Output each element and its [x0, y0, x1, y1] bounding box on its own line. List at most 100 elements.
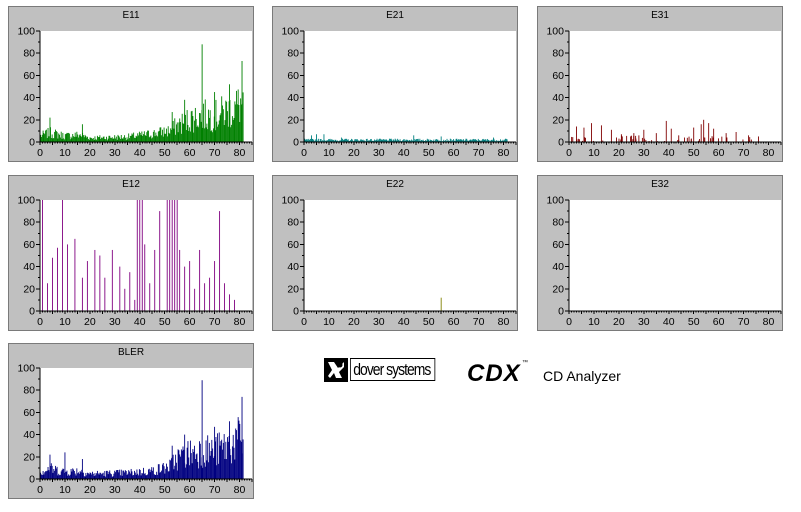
x-tick-label: 0 [37, 484, 43, 496]
chart-svg: 0 20 40 60 80 100 0 10 20 30 40 50 60 70 80 [281, 26, 517, 159]
y-tick-label: 40 [552, 261, 564, 273]
y-tick-label: 0 [29, 306, 35, 318]
y-tick-label: 80 [23, 385, 35, 397]
axes [36, 199, 253, 314]
y-tick-label: 80 [552, 217, 564, 229]
y-tick-label: 60 [23, 239, 35, 251]
chart-panel-bler: BLER 0 20 40 60 80 100 0 10 20 30 40 50 60 70 80 [8, 343, 254, 499]
x-tick-label: 80 [763, 316, 775, 328]
product-name: CDX [467, 360, 521, 387]
data-bars [40, 380, 244, 479]
x-tick-label: 50 [159, 316, 171, 328]
chart-svg: 0 20 40 60 80 100 0 10 20 30 40 50 60 70 80 [17, 363, 253, 496]
x-tick-label: 30 [109, 147, 121, 159]
trademark: ™ [522, 360, 528, 366]
y-tick-label: 100 [281, 26, 299, 38]
chart-panel-e11: E11 0 20 40 60 80 100 0 10 20 30 40 50 60 70 80 [8, 6, 254, 162]
chart-panel-e12: E12 0 20 40 60 80 100 0 10 20 30 40 50 60 70 80 [8, 175, 254, 331]
x-tick-label: 0 [566, 316, 572, 328]
y-tick-label: 20 [552, 283, 564, 295]
y-tick-label: 100 [546, 26, 564, 38]
x-tick-label: 10 [588, 316, 600, 328]
y-tick-label: 80 [552, 48, 564, 60]
axes [565, 30, 782, 145]
y-tick-label: 100 [17, 26, 35, 38]
x-tick-label: 30 [638, 147, 650, 159]
y-tick-label: 0 [29, 137, 35, 149]
x-tick-label: 20 [84, 484, 96, 496]
plot-area [569, 31, 781, 142]
chart-title: E22 [386, 179, 404, 190]
x-tick-label: 40 [134, 484, 146, 496]
x-tick-label: 60 [448, 147, 460, 159]
x-tick-label: 80 [234, 316, 246, 328]
x-tick-label: 30 [373, 147, 385, 159]
x-tick-label: 50 [423, 147, 435, 159]
y-tick-label: 40 [23, 429, 35, 441]
x-tick-label: 30 [373, 316, 385, 328]
x-tick-label: 60 [713, 147, 725, 159]
y-tick-label: 40 [287, 261, 299, 273]
x-tick-label: 40 [134, 147, 146, 159]
x-tick-label: 70 [473, 316, 485, 328]
x-tick-label: 40 [663, 147, 675, 159]
x-tick-label: 50 [159, 484, 171, 496]
data-bars [42, 200, 235, 311]
x-tick-label: 70 [209, 147, 221, 159]
axes [300, 30, 517, 145]
chart-svg: 0 20 40 60 80 100 0 10 20 30 40 50 60 70 80 [281, 195, 517, 328]
y-tick-label: 60 [552, 239, 564, 251]
x-tick-label: 80 [234, 147, 246, 159]
y-tick-label: 100 [17, 363, 35, 375]
axes [300, 199, 517, 314]
x-tick-label: 30 [109, 316, 121, 328]
chart-title: BLER [117, 347, 145, 358]
chart-svg: 0 20 40 60 80 100 0 10 20 30 40 50 60 70 80 [546, 26, 782, 159]
x-tick-label: 70 [738, 147, 750, 159]
logo-text: dover systems [350, 358, 436, 381]
chart-svg: 0 20 40 60 80 100 0 10 20 30 40 50 60 70 80 [17, 195, 253, 328]
y-tick-label: 40 [552, 92, 564, 104]
x-tick-label: 20 [348, 316, 360, 328]
x-tick-label: 80 [498, 316, 510, 328]
x-tick-label: 0 [566, 147, 572, 159]
dover-logo-icon [324, 358, 348, 382]
x-tick-label: 70 [209, 484, 221, 496]
chart-title: E32 [651, 179, 669, 190]
y-tick-label: 40 [23, 92, 35, 104]
y-tick-label: 80 [23, 48, 35, 60]
y-tick-label: 100 [546, 195, 564, 207]
x-tick-label: 60 [184, 147, 196, 159]
y-tick-label: 40 [287, 92, 299, 104]
x-tick-label: 80 [234, 484, 246, 496]
x-tick-label: 10 [59, 147, 71, 159]
y-tick-label: 0 [293, 306, 299, 318]
x-tick-label: 0 [301, 147, 307, 159]
product-subtitle: CD Analyzer [543, 368, 621, 384]
y-tick-label: 100 [281, 195, 299, 207]
chart-panel-e22: E22 0 20 40 60 80 100 0 10 20 30 40 50 60 70 80 [272, 175, 518, 331]
x-tick-label: 20 [84, 147, 96, 159]
x-tick-label: 10 [59, 316, 71, 328]
x-tick-label: 10 [323, 316, 335, 328]
x-tick-label: 80 [498, 147, 510, 159]
y-tick-label: 20 [552, 114, 564, 126]
chart-svg: 0 20 40 60 80 100 0 10 20 30 40 50 60 70 80 [17, 26, 253, 159]
y-tick-label: 20 [287, 283, 299, 295]
x-tick-label: 70 [738, 316, 750, 328]
x-tick-label: 70 [473, 147, 485, 159]
y-tick-label: 0 [293, 137, 299, 149]
x-tick-label: 0 [37, 147, 43, 159]
chart-svg: 0 20 40 60 80 100 0 10 20 30 40 50 60 70 80 [546, 195, 782, 328]
y-tick-label: 60 [287, 239, 299, 251]
y-tick-label: 20 [23, 451, 35, 463]
y-tick-label: 80 [287, 217, 299, 229]
x-tick-label: 40 [398, 316, 410, 328]
y-tick-label: 0 [558, 306, 564, 318]
x-tick-label: 10 [59, 484, 71, 496]
data-bars [571, 119, 760, 142]
plot-area [40, 200, 252, 311]
x-tick-label: 10 [588, 147, 600, 159]
chart-title: E21 [386, 10, 404, 21]
y-tick-label: 20 [23, 283, 35, 295]
